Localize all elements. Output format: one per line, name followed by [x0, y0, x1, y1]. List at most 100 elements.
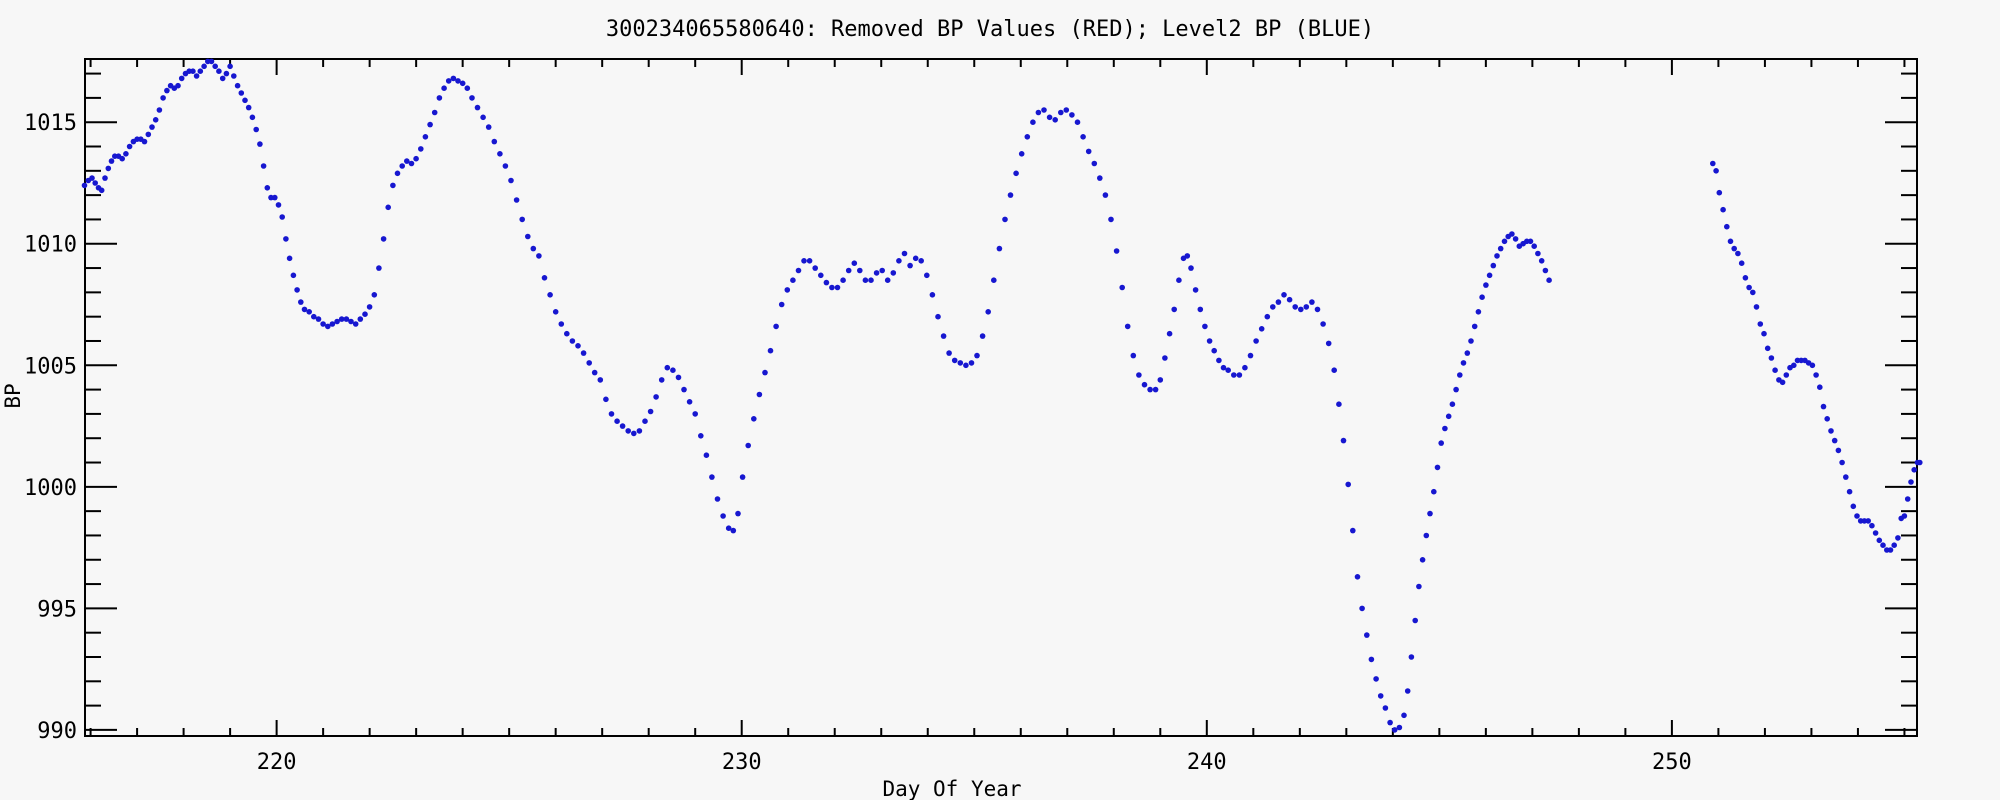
data-point-level2-bp — [1535, 250, 1541, 257]
data-point-level2-bp — [1091, 160, 1098, 167]
data-point-level2-bp — [1724, 223, 1730, 230]
data-point-level2-bp — [586, 360, 592, 366]
data-point-level2-bp — [1368, 656, 1375, 663]
data-point-level2-bp — [1220, 364, 1227, 371]
data-point-level2-bp — [868, 277, 874, 284]
y-tick-label: 990 — [37, 719, 77, 744]
data-point-level2-bp — [431, 109, 438, 116]
data-point-level2-bp — [1018, 151, 1025, 157]
data-point-level2-bp — [427, 121, 433, 128]
data-point-level2-bp — [234, 82, 241, 89]
data-point-level2-bp — [253, 126, 259, 133]
data-point-level2-bp — [762, 369, 768, 376]
data-point-level2-bp — [812, 265, 818, 271]
data-point-level2-bp — [123, 151, 129, 157]
data-point-level2-bp — [1731, 245, 1737, 252]
data-point-level2-bp — [156, 107, 163, 113]
data-point-level2-bp — [279, 214, 286, 220]
data-point-level2-bp — [1887, 547, 1894, 553]
data-point-level2-bp — [575, 343, 581, 349]
data-point-level2-bp — [275, 202, 282, 208]
data-point-level2-bp — [320, 321, 326, 327]
x-tick-label: 250 — [1652, 750, 1692, 775]
data-points — [81, 58, 1923, 733]
data-point-level2-bp — [1824, 416, 1830, 422]
data-point-level2-bp — [1835, 447, 1842, 454]
data-point-level2-bp — [502, 163, 509, 169]
data-point-level2-bp — [1264, 313, 1271, 320]
data-point-level2-bp — [890, 270, 897, 276]
data-point-level2-bp — [1895, 535, 1901, 541]
y-tick-label: 1015 — [24, 111, 77, 136]
data-point-level2-bp — [530, 245, 537, 252]
data-point-level2-bp — [1791, 362, 1797, 369]
data-point-level2-bp — [301, 306, 308, 313]
data-point-level2-bp — [1460, 360, 1467, 366]
data-point-level2-bp — [1713, 168, 1719, 174]
data-point-level2-bp — [1102, 192, 1109, 198]
data-point-level2-bp — [1024, 134, 1031, 140]
data-point-level2-bp — [647, 408, 654, 415]
data-point-level2-bp — [1292, 304, 1298, 310]
data-point-level2-bp — [1908, 479, 1914, 485]
data-point-level2-bp — [1869, 522, 1875, 529]
data-point-level2-bp — [1354, 574, 1361, 580]
data-point-level2-bp — [1359, 605, 1365, 612]
data-point-level2-bp — [193, 73, 200, 79]
data-point-level2-bp — [951, 357, 958, 364]
data-point-level2-bp — [1074, 119, 1081, 125]
data-point-level2-bp — [1130, 352, 1137, 359]
data-point-level2-bp — [1757, 321, 1764, 327]
data-point-level2-bp — [1750, 289, 1756, 296]
data-point-level2-bp — [1911, 467, 1917, 473]
data-point-level2-bp — [1275, 299, 1282, 305]
data-point-level2-bp — [857, 267, 863, 274]
data-point-level2-bp — [1817, 384, 1823, 391]
data-point-level2-bp — [119, 155, 125, 162]
data-point-level2-bp — [1471, 323, 1478, 330]
data-point-level2-bp — [653, 394, 659, 400]
data-point-level2-bp — [1336, 401, 1342, 408]
data-point-level2-bp — [469, 95, 475, 101]
data-point-level2-bp — [1236, 372, 1243, 378]
data-point-level2-bp — [597, 377, 604, 383]
data-point-level2-bp — [1382, 705, 1389, 711]
data-point-level2-bp — [249, 114, 256, 121]
x-tick-label: 230 — [722, 750, 762, 775]
data-point-level2-bp — [1846, 488, 1853, 495]
data-point-level2-bp — [1147, 386, 1153, 393]
data-point-level2-bp — [1058, 109, 1064, 116]
data-point-level2-bp — [1449, 401, 1456, 408]
data-point-level2-bp — [730, 527, 737, 534]
data-point-level2-bp — [1720, 206, 1726, 213]
data-point-level2-bp — [418, 146, 424, 152]
data-point-level2-bp — [1157, 377, 1164, 383]
data-point-level2-bp — [1197, 306, 1204, 313]
data-point-level2-bp — [260, 163, 267, 169]
data-point-level2-bp — [413, 155, 419, 162]
plot-frame — [84, 58, 1918, 737]
data-point-level2-bp — [1854, 513, 1860, 519]
data-point-level2-bp — [178, 75, 185, 82]
data-point-level2-bp — [1242, 364, 1248, 371]
data-point-level2-bp — [698, 433, 704, 439]
data-point-level2-bp — [1052, 117, 1058, 123]
data-point-level2-bp — [907, 262, 913, 269]
data-point-level2-bp — [896, 258, 902, 264]
data-point-level2-bp — [686, 399, 693, 405]
data-point-level2-bp — [1309, 299, 1315, 305]
data-point-level2-bp — [1843, 474, 1849, 480]
data-point-level2-bp — [1162, 355, 1168, 361]
data-point-level2-bp — [1188, 265, 1194, 271]
data-point-level2-bp — [1738, 260, 1745, 267]
data-point-level2-bp — [1216, 357, 1222, 364]
data-point-level2-bp — [692, 411, 698, 417]
data-point-level2-bp — [1809, 362, 1816, 369]
data-point-level2-bp — [1176, 277, 1182, 284]
data-point-level2-bp — [1828, 428, 1834, 434]
data-point-level2-bp — [1069, 112, 1075, 118]
data-point-level2-bp — [508, 177, 514, 184]
y-tick-label: 1005 — [24, 354, 77, 379]
data-point-level2-bp — [145, 131, 152, 138]
